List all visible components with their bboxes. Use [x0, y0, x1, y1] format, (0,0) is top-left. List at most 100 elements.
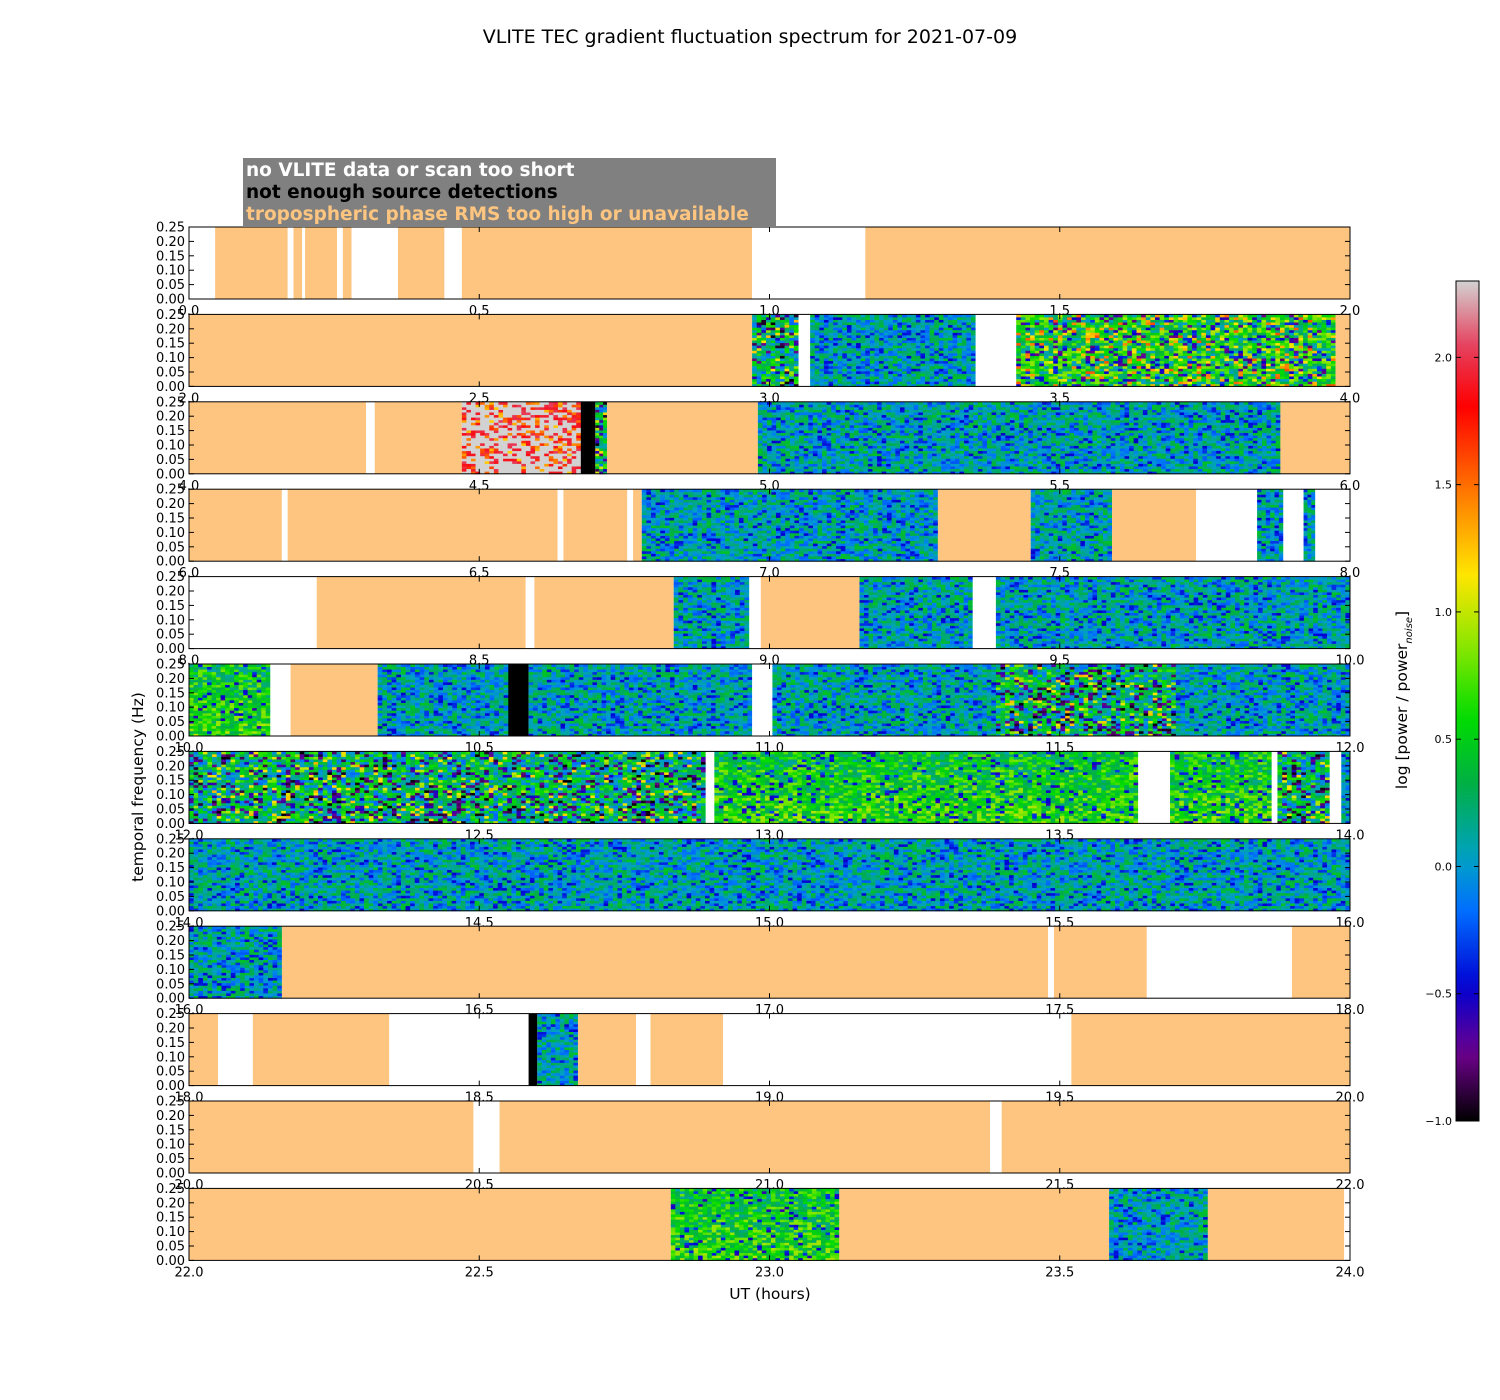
- spectrum-cell: [943, 352, 949, 356]
- spectrum-cell: [785, 460, 791, 464]
- spectrum-cell: [948, 352, 953, 356]
- spectrum-cell: [567, 427, 573, 431]
- spectrum-cell: [548, 442, 554, 446]
- spectrum-cell: [1298, 324, 1304, 328]
- spectrum-cell: [817, 430, 823, 434]
- spectrum-cell: [489, 466, 495, 470]
- spectrum-cell: [1238, 337, 1244, 341]
- spectrum-cell: [844, 442, 850, 446]
- spectrum-cell: [840, 406, 846, 410]
- spectrum-cell: [562, 453, 568, 457]
- spectrum-cell: [957, 373, 963, 377]
- spectrum-cell: [1270, 345, 1276, 349]
- spectrum-cell: [1136, 329, 1142, 333]
- spectrum-cell: [1303, 358, 1309, 362]
- spectrum-cell: [1071, 319, 1077, 323]
- spectrum-cell: [544, 406, 550, 410]
- spectrum-cell: [571, 450, 577, 454]
- spectrum-cell: [766, 334, 772, 338]
- spectrum-cell: [785, 422, 791, 426]
- spectrum-cell: [1192, 358, 1198, 362]
- no-data-segment: [366, 401, 375, 474]
- spectrum-cell: [934, 370, 940, 374]
- spectrum-cell: [1312, 350, 1318, 354]
- spectrum-cell: [886, 427, 892, 431]
- spectrum-cell: [1122, 376, 1128, 380]
- panel-2: 0.000.050.100.150.200.254.0 4.5 5.0 5.5 6.0: [156, 395, 1360, 494]
- spectrum-cell: [938, 381, 944, 385]
- spectrum-cell: [822, 455, 828, 459]
- spectrum-cell: [846, 381, 852, 385]
- spectrum-cell: [1118, 376, 1124, 380]
- spectrum-cell: [503, 442, 509, 446]
- spectrum-cell: [872, 435, 878, 439]
- spectrum-cell: [1090, 324, 1096, 328]
- spectrum-cell: [567, 440, 573, 444]
- spectrum-cell: [1284, 340, 1290, 344]
- spectrum-cell: [1025, 360, 1031, 364]
- spectrum-cell: [770, 363, 776, 367]
- spectrum-cell: [1210, 383, 1216, 387]
- spectrum-cell: [860, 337, 866, 341]
- spectrum-cell: [780, 450, 786, 454]
- spectrum-cell: [817, 417, 823, 421]
- spectrum-cell: [1057, 355, 1063, 359]
- spectrum-cell: [1118, 378, 1124, 382]
- spectrum-cell: [1210, 319, 1216, 323]
- spectrum-cell: [877, 448, 883, 452]
- spectrum-cell: [1215, 381, 1221, 385]
- spectrum-cell: [1113, 342, 1119, 346]
- spectrum-cell: [784, 358, 790, 362]
- spectrum-cell: [851, 363, 857, 367]
- spectrum-cell: [1252, 370, 1258, 374]
- spectrum-cell: [810, 319, 816, 323]
- spectrum-cell: [1080, 381, 1087, 385]
- spectrum-cell: [516, 471, 522, 475]
- spectrum-cell: [1187, 329, 1193, 333]
- spectrum-cell: [761, 350, 767, 354]
- spectrum-cell: [1312, 324, 1318, 328]
- spectrum-cell: [480, 414, 486, 418]
- spectrum-cell: [1182, 363, 1188, 367]
- spectrum-cell: [793, 347, 799, 351]
- spectrum-cell: [1321, 345, 1327, 349]
- spectrum-cell: [1043, 337, 1050, 341]
- spectrum-cell: [925, 340, 931, 344]
- spectrum-cell: [1062, 381, 1068, 385]
- spectrum-cell: [1289, 332, 1295, 336]
- spectrum-cell: [929, 340, 935, 344]
- spectrum-cell: [906, 347, 912, 351]
- spectrum-cell: [819, 316, 825, 320]
- tropo-segment: [606, 401, 758, 474]
- spectrum-cell: [1131, 316, 1137, 320]
- spectrum-cell: [1122, 383, 1128, 387]
- spectrum-cell: [571, 463, 577, 467]
- spectrum-cell: [1270, 365, 1276, 369]
- spectrum-cell: [466, 414, 472, 418]
- spectrum-cell: [1279, 314, 1285, 318]
- spectrum-cell: [863, 432, 869, 436]
- spectrum-cell: [752, 368, 758, 372]
- spectrum-cell: [498, 401, 504, 405]
- spectrum-cell: [1201, 314, 1207, 318]
- spectrum-cell: [920, 319, 926, 323]
- spectrum-cell: [789, 322, 795, 326]
- spectrum-cell: [837, 347, 843, 351]
- spectrum-cell: [1293, 352, 1299, 356]
- spectrum-cell: [1229, 373, 1235, 377]
- spectrum-cell: [883, 345, 889, 349]
- spectrum-cell: [1270, 340, 1276, 344]
- spectrum-cell: [498, 409, 504, 413]
- spectrum-cell: [948, 381, 953, 385]
- spectrum-cell: [902, 368, 908, 372]
- spectrum-cell: [1127, 352, 1133, 356]
- spectrum-cell: [817, 458, 823, 462]
- spectrum-cell: [842, 324, 848, 328]
- spectrum-cell: [539, 427, 545, 431]
- spectrum-cell: [819, 340, 825, 344]
- spectrum-cell: [1020, 345, 1026, 349]
- spectrum-cell: [1266, 329, 1272, 333]
- spectrum-cell: [1016, 373, 1022, 377]
- spectrum-cell: [840, 458, 846, 462]
- spectrum-cell: [767, 412, 773, 416]
